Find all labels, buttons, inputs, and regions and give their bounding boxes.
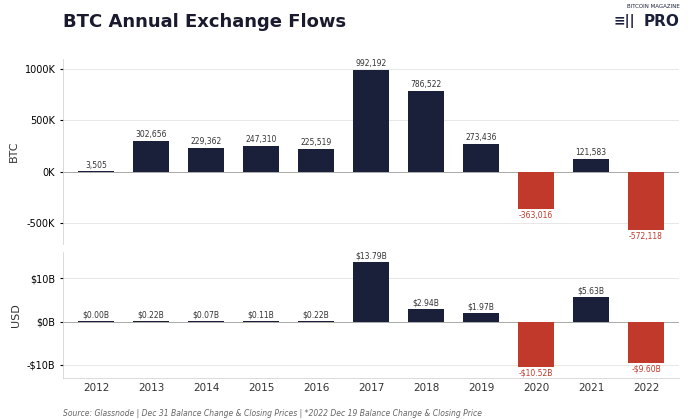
Bar [188,148,224,172]
Text: -$10.52B: -$10.52B [519,369,553,378]
Text: $0.11B: $0.11B [248,310,274,320]
Bar [463,313,499,322]
Bar [573,297,609,322]
Text: $1.97B: $1.97B [468,302,494,312]
Text: 247,310: 247,310 [245,136,276,144]
Y-axis label: BTC: BTC [9,140,19,162]
Text: $13.79B: $13.79B [355,251,387,260]
Text: 273,436: 273,436 [466,133,497,142]
Bar [133,141,169,172]
Bar [573,159,609,172]
Bar [243,146,279,172]
Bar [628,172,664,231]
Bar [353,70,389,172]
Text: 229,362: 229,362 [190,137,222,146]
Text: ≡||: ≡|| [614,14,636,28]
Text: -363,016: -363,016 [519,211,553,220]
Bar [298,320,334,322]
Bar [518,172,554,209]
Text: BTC Annual Exchange Flows: BTC Annual Exchange Flows [63,13,346,31]
Text: 3,505: 3,505 [85,160,107,170]
Bar [408,309,444,322]
Text: $0.22B: $0.22B [138,310,164,319]
Y-axis label: USD: USD [11,303,21,327]
Bar [628,322,664,363]
Text: 225,519: 225,519 [300,138,332,147]
Text: 992,192: 992,192 [356,59,386,68]
Text: $2.94B: $2.94B [412,298,440,307]
Text: 786,522: 786,522 [410,80,442,89]
Text: Source: Glassnode | Dec 31 Balance Change & Closing Prices | *2022 Dec 19 Balanc: Source: Glassnode | Dec 31 Balance Chang… [63,409,482,418]
Text: -$9.60B: -$9.60B [631,365,661,374]
Text: -572,118: -572,118 [629,232,663,241]
Bar [463,144,499,172]
Bar [243,321,279,322]
Bar [408,91,444,172]
Text: $0.22B: $0.22B [302,310,330,319]
Text: PRO: PRO [644,13,680,29]
Bar [298,149,334,172]
Text: 121,583: 121,583 [575,148,607,158]
Text: $0.07B: $0.07B [193,311,220,320]
Bar [353,262,389,322]
Text: BITCOIN MAGAZINE: BITCOIN MAGAZINE [627,4,680,9]
Text: $0.00B: $0.00B [83,311,109,320]
Bar [518,322,554,367]
Text: 302,656: 302,656 [135,130,167,139]
Text: $5.63B: $5.63B [578,286,605,296]
Bar [133,320,169,322]
